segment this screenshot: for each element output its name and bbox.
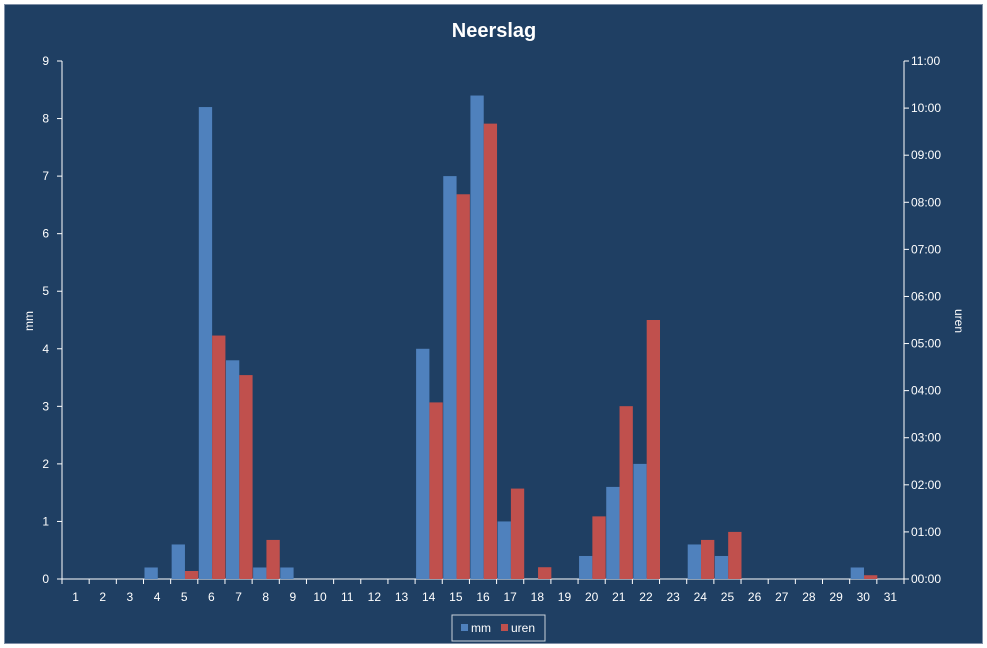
bar-uren — [212, 335, 226, 579]
y-tick-label: 2 — [42, 457, 49, 471]
y2-tick-label: 05:00 — [911, 337, 941, 351]
legend: mm uren — [451, 614, 546, 642]
y2-tick-label: 06:00 — [911, 289, 941, 303]
x-tick-label: 4 — [154, 590, 161, 604]
legend-swatch — [461, 624, 468, 631]
bar-uren — [266, 539, 280, 579]
chart-title: Neerslag — [452, 20, 537, 42]
bar-mm — [225, 360, 240, 579]
bar-uren — [863, 575, 878, 579]
chart-area: Neerslag mm uren 0 1 2 3 4 5 6 7 8 9 00:00 01:00 02:… — [4, 4, 983, 644]
y-tick-label: 7 — [42, 169, 49, 183]
y2-tick-label: 03:00 — [911, 431, 941, 445]
bar-mm — [606, 486, 620, 579]
x-tick-label: 21 — [612, 590, 626, 604]
y-tick-label: 4 — [42, 342, 49, 356]
y2-tick-label: 04:00 — [911, 384, 941, 398]
bar-mm — [171, 544, 185, 579]
bar-uren — [429, 402, 443, 579]
y2-tick-label: 00:00 — [911, 572, 941, 586]
x-tick-label: 25 — [721, 590, 735, 604]
x-tick-label: 22 — [639, 590, 653, 604]
x-tick-label: 8 — [262, 590, 269, 604]
bar-uren — [510, 488, 525, 579]
y-tick-label: 6 — [42, 227, 49, 241]
y-tick-label: 0 — [42, 572, 49, 586]
y2-tick-label: 07:00 — [911, 242, 941, 256]
x-tick-label: 7 — [235, 590, 242, 604]
x-tick-label: 6 — [208, 590, 215, 604]
x-tick-label: 17 — [503, 590, 517, 604]
bar-uren — [538, 567, 552, 579]
bar-uren — [728, 531, 742, 579]
x-tick-label: 10 — [313, 590, 327, 604]
y2-tick-label: 01:00 — [911, 525, 941, 539]
x-tick-label: 2 — [99, 590, 106, 604]
x-tick-label: 29 — [829, 590, 843, 604]
chart-svg: Neerslag mm uren 012345678900:0001:0002:… — [22, 20, 966, 642]
bar-mm — [470, 95, 484, 580]
x-tick-label: 31 — [884, 590, 898, 604]
bar-uren — [239, 375, 253, 579]
plot-area: 012345678900:0001:0002:0003:0004:0005:00… — [42, 54, 941, 604]
bar-mm — [416, 348, 430, 579]
x-tick-label: 12 — [368, 590, 382, 604]
bar-mm — [253, 567, 267, 579]
legend-swatch — [501, 624, 508, 631]
bar-uren — [701, 539, 715, 579]
x-tick-label: 18 — [531, 590, 545, 604]
x-tick-label: 23 — [666, 590, 680, 604]
y-tick-label: 9 — [42, 54, 49, 68]
x-tick-label: 11 — [341, 590, 354, 604]
y-axis-label: mm — [22, 311, 36, 331]
x-tick-label: 30 — [857, 590, 871, 604]
y2-tick-label: 02:00 — [911, 478, 941, 492]
bar-mm — [579, 555, 593, 579]
y-tick-label: 5 — [42, 284, 49, 298]
y-tick-label: 1 — [42, 514, 49, 528]
x-tick-label: 24 — [694, 590, 708, 604]
x-tick-label: 27 — [775, 590, 789, 604]
x-tick-label: 14 — [422, 590, 436, 604]
x-tick-label: 20 — [585, 590, 599, 604]
bar-mm — [198, 107, 213, 580]
x-tick-label: 16 — [476, 590, 490, 604]
bar-uren — [619, 406, 633, 579]
x-tick-label: 5 — [181, 590, 188, 604]
x-tick-label: 3 — [127, 590, 134, 604]
y2-tick-label: 09:00 — [911, 148, 941, 162]
x-tick-label: 9 — [290, 590, 297, 604]
y2-tick-label: 08:00 — [911, 195, 941, 209]
bar-uren — [592, 516, 606, 579]
y-tick-label: 3 — [42, 399, 49, 413]
bar-mm — [497, 521, 511, 579]
bar-mm — [714, 555, 729, 579]
y2-tick-label: 11:00 — [911, 54, 940, 68]
x-tick-label: 13 — [395, 590, 409, 604]
bar-mm — [633, 463, 647, 579]
x-tick-label: 19 — [558, 590, 572, 604]
bar-uren — [646, 320, 661, 579]
bar-mm — [144, 567, 158, 579]
bar-uren — [456, 194, 470, 579]
legend-label: mm — [471, 621, 491, 635]
x-tick-label: 15 — [449, 590, 463, 604]
bar-uren — [184, 570, 199, 579]
y2-tick-label: 10:00 — [911, 101, 941, 115]
bar-mm — [443, 176, 457, 579]
bar-mm — [687, 544, 702, 579]
bar-mm — [850, 567, 864, 579]
x-tick-label: 26 — [748, 590, 762, 604]
bar-mm — [280, 567, 294, 579]
legend-label: uren — [511, 621, 535, 635]
y2-axis-label: uren — [952, 309, 966, 333]
y-tick-label: 8 — [42, 112, 49, 126]
bar-uren — [483, 123, 498, 579]
x-tick-label: 28 — [802, 590, 816, 604]
x-tick-label: 1 — [72, 590, 79, 604]
